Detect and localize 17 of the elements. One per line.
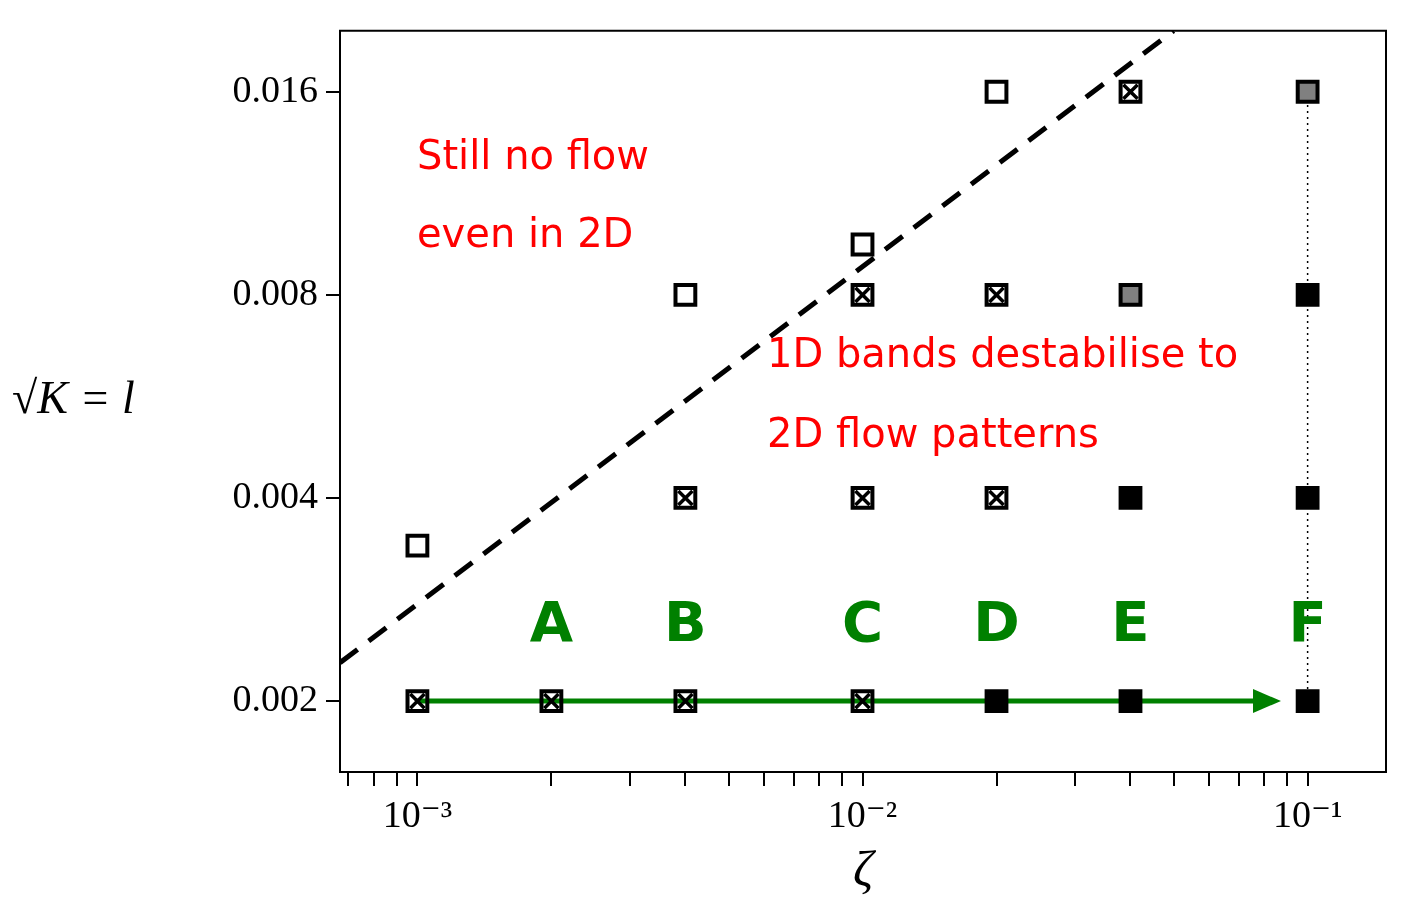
x-axis-title: ζ [852, 841, 877, 898]
annotation: E [1111, 588, 1150, 654]
y-tick-label: 0.002 [232, 677, 318, 720]
annotation: F [1288, 588, 1327, 654]
x-tick-label: 10⁻² [827, 792, 898, 835]
x-tick-label: 10⁻³ [382, 792, 453, 835]
annotation: B [664, 588, 707, 654]
x-tick-label: 10⁻¹ [1272, 792, 1343, 835]
y-tick-label: 0.008 [232, 270, 318, 313]
annotation: 1D bands destabilise to 2D flow patterns [767, 329, 1240, 458]
y-tick-label: 0.004 [232, 473, 318, 516]
annotation: D [973, 588, 1020, 654]
annotation: C [841, 588, 884, 654]
y-axis-title: √K = l [12, 372, 135, 424]
y-tick-label: 0.016 [232, 67, 318, 110]
annotation: Still no flow even in 2D [417, 131, 651, 258]
annotation: A [529, 588, 574, 654]
